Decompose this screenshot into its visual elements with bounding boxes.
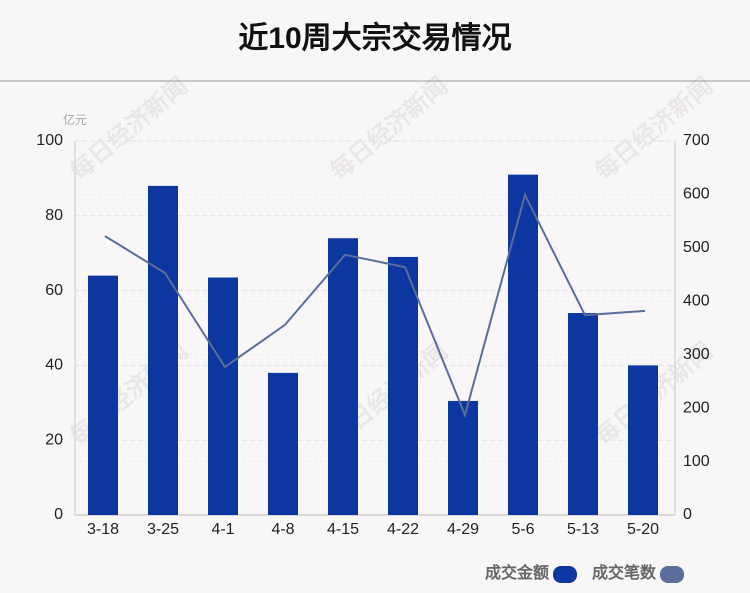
y-tick-label: 80 [45, 207, 63, 224]
y2-tick-label: 500 [683, 239, 710, 256]
legend-swatch [553, 566, 577, 583]
legend-label: 成交笔数 [592, 563, 657, 582]
x-tick-label: 5-13 [567, 521, 599, 538]
y-tick-label: 0 [54, 506, 63, 523]
bar [208, 277, 238, 515]
bar [448, 400, 478, 515]
y-unit: 亿元 [63, 112, 87, 127]
y-tick-label: 40 [45, 357, 63, 374]
bar [328, 238, 358, 516]
y2-tick-label: 0 [683, 506, 692, 523]
bar [388, 256, 418, 515]
x-tick-label: 3-18 [87, 521, 119, 538]
bar [268, 372, 298, 515]
bar [628, 365, 658, 515]
x-tick-label: 4-1 [211, 521, 234, 538]
chart-title: 近10周大宗交易情况 [238, 21, 511, 55]
y2-tick-label: 600 [683, 186, 710, 203]
bar [568, 313, 598, 515]
line [104, 192, 646, 419]
bar [508, 174, 538, 515]
x-tick-label: 4-29 [447, 521, 479, 538]
y2-tick-label: 100 [683, 453, 710, 470]
bar [148, 185, 178, 515]
y2-tick-label: 700 [683, 132, 710, 149]
bar [88, 275, 118, 515]
x-tick-label: 5-6 [511, 521, 534, 538]
legend-swatch [660, 566, 684, 583]
legend-label: 成交金额 [485, 563, 549, 582]
x-tick-label: 4-15 [327, 521, 359, 538]
y-tick-label: 60 [45, 282, 63, 299]
x-tick-label: 3-25 [147, 521, 179, 538]
y-tick-label: 20 [45, 431, 63, 448]
y2-tick-label: 300 [683, 346, 710, 363]
y2-tick-label: 400 [683, 293, 710, 310]
y-tick-label: 100 [36, 132, 63, 149]
x-tick-label: 4-8 [271, 521, 294, 538]
x-tick-label: 4-22 [387, 521, 419, 538]
y2-tick-label: 200 [683, 399, 710, 416]
x-tick-label: 5-20 [627, 521, 659, 538]
